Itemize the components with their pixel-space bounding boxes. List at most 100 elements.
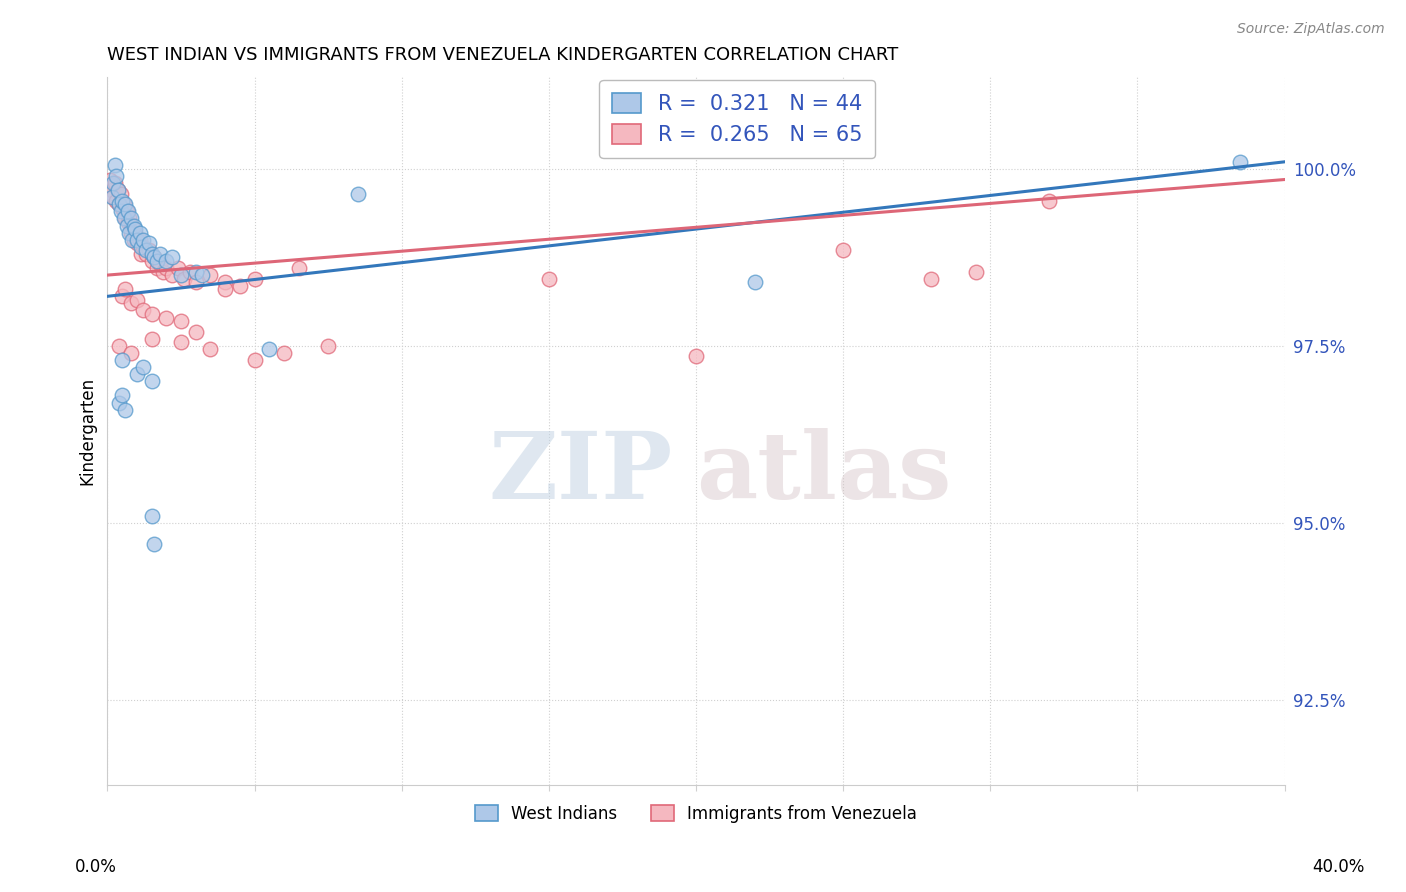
Point	[149, 257, 172, 271]
Point	[120, 226, 142, 240]
Point	[184, 325, 207, 339]
Point	[107, 183, 129, 197]
Point	[141, 508, 163, 523]
Point	[111, 388, 134, 402]
Point	[98, 172, 121, 186]
Point	[108, 395, 131, 409]
Point	[117, 215, 139, 229]
Point	[111, 289, 134, 303]
Point	[173, 271, 195, 285]
Point	[170, 268, 193, 282]
Point	[125, 293, 148, 307]
Point	[170, 335, 193, 350]
Text: 0.0%: 0.0%	[75, 858, 117, 876]
Point	[114, 197, 136, 211]
Point	[120, 296, 142, 310]
Point	[122, 233, 145, 247]
Point	[200, 268, 222, 282]
Point	[141, 307, 163, 321]
Point	[257, 343, 280, 357]
Point	[243, 353, 266, 368]
Point	[103, 190, 125, 204]
Point	[152, 264, 174, 278]
Point	[108, 197, 131, 211]
Point	[124, 226, 146, 240]
Point	[135, 244, 157, 258]
Point	[129, 247, 152, 261]
Point	[832, 244, 855, 258]
Point	[101, 190, 124, 204]
Point	[103, 176, 125, 190]
Point	[184, 275, 207, 289]
Point	[160, 251, 183, 265]
Point	[107, 183, 129, 197]
Point	[138, 244, 160, 258]
Point	[131, 240, 153, 254]
Point	[184, 264, 207, 278]
Point	[111, 353, 134, 368]
Point	[143, 251, 166, 265]
Point	[143, 537, 166, 551]
Point	[125, 233, 148, 247]
Point	[1229, 154, 1251, 169]
Point	[104, 158, 127, 172]
Point	[1038, 194, 1060, 208]
Point	[129, 240, 152, 254]
Point	[214, 275, 236, 289]
Point	[346, 186, 368, 201]
Point	[149, 247, 172, 261]
Point	[104, 176, 127, 190]
Point	[214, 282, 236, 296]
Point	[125, 367, 148, 381]
Point	[108, 197, 131, 211]
Point	[200, 343, 222, 357]
Point	[170, 314, 193, 328]
Text: ZIP: ZIP	[488, 428, 672, 518]
Point	[105, 194, 128, 208]
Point	[112, 197, 135, 211]
Point	[243, 271, 266, 285]
Point	[167, 260, 190, 275]
Point	[112, 211, 135, 226]
Point	[537, 271, 560, 285]
Point	[115, 204, 138, 219]
Text: Source: ZipAtlas.com: Source: ZipAtlas.com	[1237, 22, 1385, 37]
Point	[114, 402, 136, 417]
Point	[118, 226, 141, 240]
Point	[110, 186, 132, 201]
Point	[160, 268, 183, 282]
Point	[316, 339, 339, 353]
Point	[143, 251, 166, 265]
Point	[273, 346, 295, 360]
Point	[155, 260, 177, 275]
Point	[131, 303, 153, 318]
Text: atlas: atlas	[696, 428, 952, 518]
Point	[108, 339, 131, 353]
Point	[190, 268, 212, 282]
Point	[141, 247, 163, 261]
Point	[138, 236, 160, 251]
Point	[965, 264, 987, 278]
Point	[287, 260, 309, 275]
Point	[179, 264, 201, 278]
Point	[110, 204, 132, 219]
Point	[120, 211, 142, 226]
Point	[141, 332, 163, 346]
Point	[141, 254, 163, 268]
Point	[744, 275, 766, 289]
Point	[128, 233, 150, 247]
Y-axis label: Kindergarten: Kindergarten	[79, 376, 96, 485]
Text: 40.0%: 40.0%	[1312, 858, 1365, 876]
Point	[121, 219, 143, 233]
Point	[229, 278, 252, 293]
Point	[685, 350, 707, 364]
Point	[135, 247, 157, 261]
Point	[155, 254, 177, 268]
Point	[114, 282, 136, 296]
Point	[122, 219, 145, 233]
Point	[101, 183, 124, 197]
Point	[920, 271, 942, 285]
Point	[146, 260, 169, 275]
Point	[111, 201, 134, 215]
Text: WEST INDIAN VS IMMIGRANTS FROM VENEZUELA KINDERGARTEN CORRELATION CHART: WEST INDIAN VS IMMIGRANTS FROM VENEZUELA…	[107, 46, 898, 64]
